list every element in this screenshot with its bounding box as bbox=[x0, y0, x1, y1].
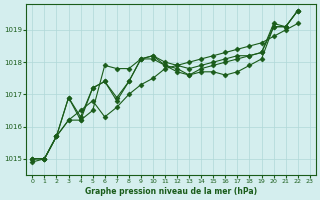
X-axis label: Graphe pression niveau de la mer (hPa): Graphe pression niveau de la mer (hPa) bbox=[85, 187, 257, 196]
